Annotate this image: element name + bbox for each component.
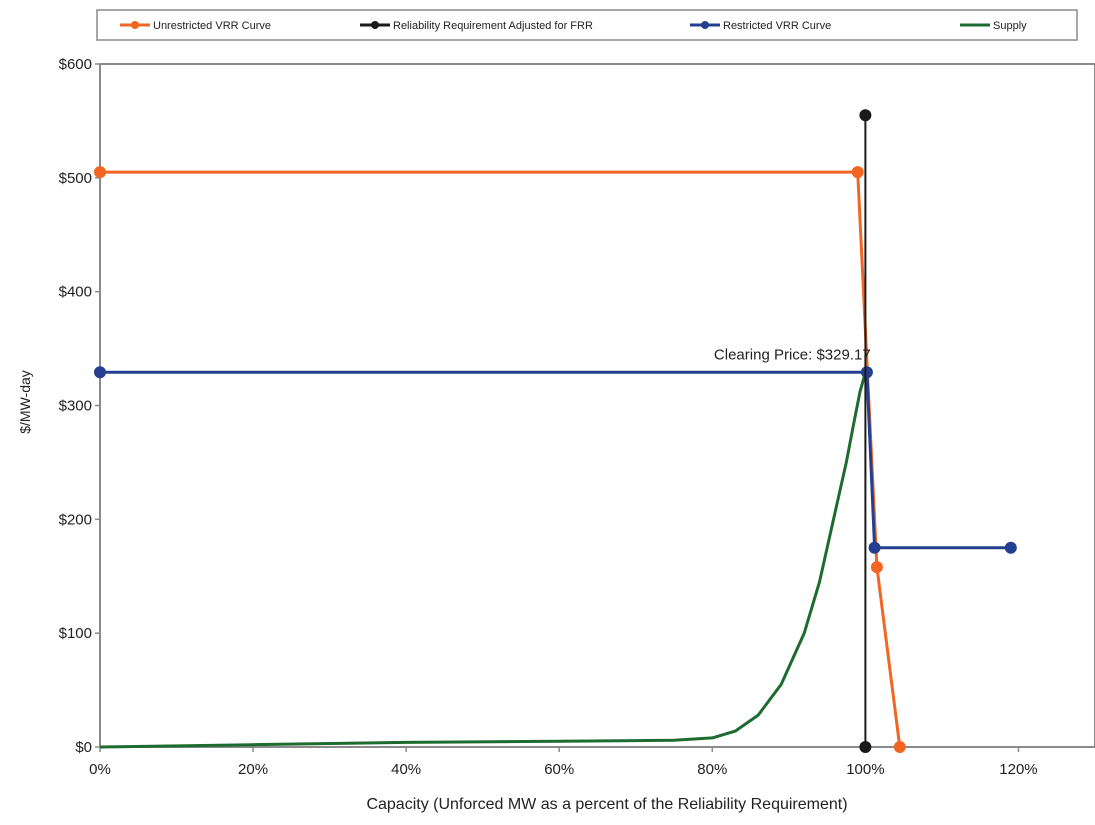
y-tick-label: $200 — [59, 511, 92, 528]
series-restricted-vrr-curve — [94, 366, 1017, 554]
data-point-unrestricted-vrr-curve — [851, 166, 864, 179]
series-line-supply — [99, 372, 867, 749]
axes: $0 $100 $200 $300 $400 $500 $600 0% 20% 40% 60% 80%… — [59, 56, 1095, 778]
legend-item-restricted-vrr-curve: Restricted VRR Curve — [690, 20, 831, 32]
data-point-unrestricted-vrr-curve — [870, 561, 883, 574]
data-point-reliability-requirement-adjusted-for-frr — [859, 109, 872, 122]
y-tick-label: $500 — [59, 170, 92, 187]
legend-box — [96, 9, 1078, 41]
series-reliability-requirement-adjusted-for-frr — [859, 109, 872, 753]
series-line-unrestricted-vrr-curve — [100, 170, 902, 748]
legend-label: Restricted VRR Curve — [723, 20, 831, 32]
clearing-price-annotation: Clearing Price: $329.17 — [714, 346, 871, 363]
data-point-reliability-requirement-adjusted-for-frr — [859, 741, 872, 753]
x-tick-label: 60% — [544, 761, 574, 778]
x-tick-label: 80% — [697, 761, 727, 778]
data-point-unrestricted-vrr-curve — [893, 741, 906, 753]
legend-swatch-marker — [701, 21, 709, 29]
x-tick-label: 40% — [391, 761, 421, 778]
x-tick-label: 20% — [238, 761, 268, 778]
legend-swatch-marker — [131, 21, 139, 29]
annotations: Clearing Price: $329.17 — [714, 346, 871, 363]
y-tick-label: $600 — [59, 56, 92, 73]
y-tick-label: $100 — [59, 625, 92, 642]
legend-item-reliability-requirement-adjusted-for-frr: Reliability Requirement Adjusted for FRR — [360, 20, 593, 32]
legend-item-supply: Supply — [960, 20, 1027, 32]
y-tick-label: $0 — [75, 739, 92, 756]
series-supply — [99, 372, 867, 749]
x-tick-label: 120% — [999, 761, 1037, 778]
legend-item-unrestricted-vrr-curve: Unrestricted VRR Curve — [120, 20, 271, 32]
legend-swatch-marker — [371, 21, 379, 29]
legend: Unrestricted VRR Curve Reliability Requir… — [96, 9, 1078, 41]
y-axis-label: $/MW-day — [17, 370, 33, 434]
data-point-restricted-vrr-curve — [860, 366, 873, 379]
x-axis-label: Capacity (Unforced MW as a percent of th… — [366, 796, 847, 813]
data-point-restricted-vrr-curve — [94, 366, 106, 379]
series-line-restricted-vrr-curve — [100, 370, 1011, 550]
legend-label: Supply — [993, 20, 1027, 32]
y-tick-label: $400 — [59, 284, 92, 301]
data-point-restricted-vrr-curve — [868, 541, 881, 554]
x-tick-label: 100% — [846, 761, 884, 778]
legend-label: Reliability Requirement Adjusted for FRR — [393, 20, 593, 32]
legend-label: Unrestricted VRR Curve — [153, 20, 271, 32]
y-tick-label: $300 — [59, 398, 92, 415]
series-unrestricted-vrr-curve — [94, 166, 906, 753]
series-layer — [94, 109, 1017, 753]
x-tick-label: 0% — [89, 761, 111, 778]
plot-frame — [99, 63, 1095, 748]
data-point-restricted-vrr-curve — [1004, 541, 1017, 554]
data-point-unrestricted-vrr-curve — [94, 166, 106, 179]
